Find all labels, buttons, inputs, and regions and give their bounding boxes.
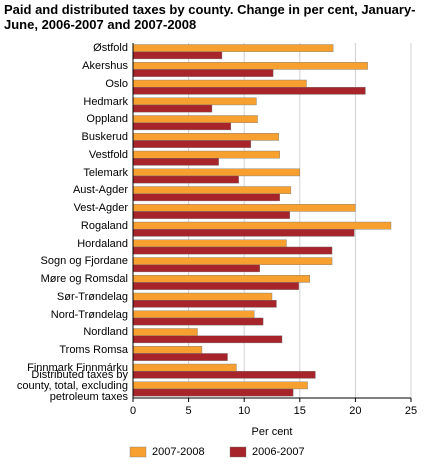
y-tick-label: Telemark (83, 166, 128, 179)
bar (132, 381, 308, 390)
y-tick-label: Østfold (93, 42, 128, 55)
y-tick-label: Vestfold (88, 148, 128, 161)
y-tick-label: Buskerud (81, 131, 128, 144)
bar (132, 69, 274, 77)
y-tick-label: Akershus (82, 60, 128, 73)
bar (132, 292, 273, 301)
y-tick-label: Sogn og Fjordane (40, 255, 128, 268)
bar (132, 257, 333, 265)
x-tick-label: 20 (349, 405, 361, 417)
bar (132, 150, 280, 159)
x-tick-label: 10 (238, 405, 250, 417)
x-tick-label: 0 (130, 405, 136, 417)
y-tick-label: Aust-Agder (72, 184, 128, 197)
bar (132, 168, 301, 177)
bar (132, 204, 356, 212)
bar (132, 228, 355, 237)
bar (132, 44, 334, 52)
y-tick-label: Nordland (83, 326, 128, 339)
bar (132, 115, 258, 123)
bar (132, 300, 277, 308)
y-tick-label: Møre og Romsdal (40, 273, 128, 286)
bar (132, 157, 219, 166)
bar (132, 353, 228, 361)
bar (132, 193, 280, 202)
bar (132, 239, 287, 248)
bar (132, 221, 392, 230)
bar (132, 282, 299, 290)
bar (132, 51, 223, 60)
y-tick-label: Distributed taxes by county, total, excl… (16, 368, 128, 403)
y-tick-label: Oslo (105, 77, 128, 90)
x-axis-title: Per cent (252, 426, 293, 438)
bar (132, 186, 292, 194)
legend-label: 2006-2007 (252, 446, 305, 458)
bar (132, 79, 307, 88)
bar (132, 86, 366, 95)
bar (132, 317, 264, 326)
x-tick-label: 5 (186, 405, 192, 417)
y-tick-label: Finnmark Finnmárku (27, 361, 128, 374)
bar (132, 363, 237, 372)
bar (132, 335, 283, 344)
bar (132, 133, 279, 141)
bar (132, 62, 368, 70)
legend-label: 2007-2008 (152, 446, 205, 458)
y-tick-label: Hedmark (83, 95, 128, 108)
bar (132, 122, 232, 131)
y-tick-label: Hordaland (77, 237, 128, 250)
bar (132, 310, 255, 319)
x-tick-label: 25 (405, 405, 417, 417)
chart-title: Paid and distributed taxes by county. Ch… (4, 2, 416, 32)
y-tick-label: Nord-Trøndelag (50, 308, 128, 321)
y-tick-label: Vest-Agder (73, 202, 128, 215)
bar (132, 97, 257, 106)
bar (132, 328, 198, 336)
bar (132, 104, 213, 113)
bar (132, 275, 311, 283)
bar (132, 246, 333, 255)
bar (132, 371, 316, 379)
bar (132, 346, 203, 354)
bar (132, 264, 260, 273)
bar (132, 211, 290, 219)
y-tick-label: Sør-Trøndelag (56, 290, 128, 303)
bar (132, 140, 252, 148)
y-tick-label: Rogaland (80, 219, 128, 232)
y-tick-label: Troms Romsa (59, 344, 128, 357)
y-tick-label: Oppland (86, 113, 128, 126)
bar (132, 175, 239, 184)
legend-swatch (229, 446, 247, 458)
bar (132, 388, 294, 397)
legend-swatch (129, 446, 147, 458)
x-tick-label: 15 (294, 405, 306, 417)
